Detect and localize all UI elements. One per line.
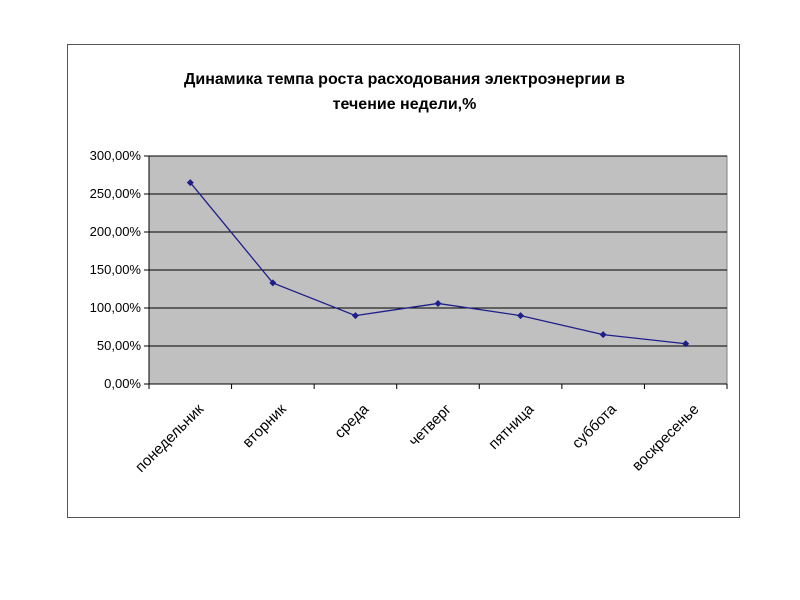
data-point <box>599 331 607 339</box>
x-category-label: понедельник <box>132 401 207 476</box>
chart-title: Динамика темпа роста расходования электр… <box>68 67 741 117</box>
y-tick-label: 150,00% <box>90 262 142 277</box>
x-category-label: суббота <box>569 400 621 452</box>
data-point <box>186 179 194 187</box>
data-point <box>517 312 525 320</box>
y-tick-label: 250,00% <box>90 186 142 201</box>
x-category-label: воскресенье <box>629 401 703 475</box>
data-point <box>434 299 442 307</box>
data-point <box>269 279 277 287</box>
y-tick-label: 0,00% <box>104 376 141 391</box>
chart-title-line-1: Динамика темпа роста расходования электр… <box>183 71 625 88</box>
data-point <box>682 340 690 348</box>
x-category-label: среда <box>331 400 372 441</box>
y-tick-label: 300,00% <box>90 148 142 163</box>
y-tick-label: 50,00% <box>97 338 142 353</box>
y-tick-label: 100,00% <box>90 300 142 315</box>
data-point <box>351 312 359 320</box>
x-category-label: пятница <box>485 400 538 453</box>
x-category-label: вторник <box>239 401 290 452</box>
y-tick-label: 200,00% <box>90 224 142 239</box>
chart-title-line-2: течение недели,% <box>332 96 477 113</box>
x-category-label: четверг <box>406 400 456 450</box>
